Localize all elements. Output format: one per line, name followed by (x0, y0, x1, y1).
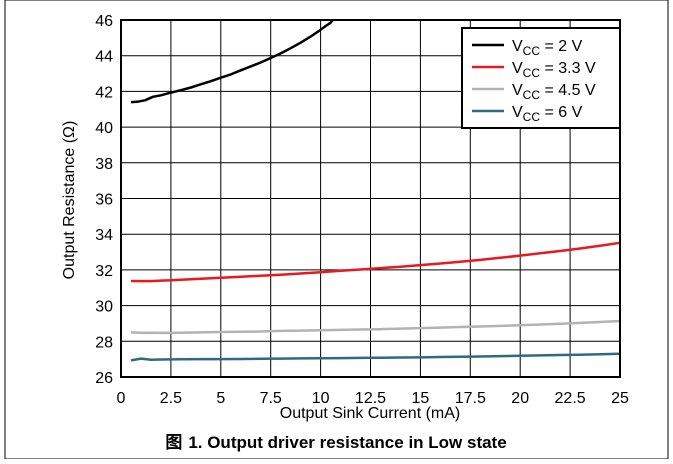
series-line-2 (130, 241, 621, 283)
legend-label-rest: = 6 V (540, 104, 583, 121)
x-tick-label: 12.5 (355, 390, 386, 407)
legend-label-subscript: CC (523, 66, 541, 80)
y-tick-label: 36 (95, 192, 113, 209)
legend-label-subscript: CC (523, 88, 541, 102)
x-tick-label: 0 (117, 390, 126, 407)
figure-caption: 图 1. Output driver resistance in Low stat… (165, 433, 506, 452)
legend-label-subscript: CC (523, 110, 541, 124)
legend-label-3: VCC = 4.5 V (512, 82, 596, 102)
x-ticks: 0 2.5 5 7.5 10 12.5 15 17.5 20 22.5 25 (117, 390, 629, 407)
x-tick-label: 2.5 (160, 390, 182, 407)
legend-label-rest: = 2 V (540, 38, 583, 55)
legend-label-main: V (512, 104, 523, 121)
caption-text: 1. Output driver resistance in Low state (188, 433, 506, 452)
legend-label-main: V (512, 60, 523, 77)
legend-label-2: VCC = 3.3 V (512, 60, 596, 80)
x-tick-label: 22.5 (555, 390, 586, 407)
x-tick-label: 10 (312, 390, 330, 407)
series-line-4 (130, 352, 621, 362)
x-axis-label: Output Sink Current (mA) (280, 405, 461, 422)
y-tick-label: 32 (95, 263, 113, 280)
series-group (130, 19, 621, 362)
legend-label-1: VCC = 2 V (512, 38, 583, 58)
legend-label-4: VCC = 6 V (512, 104, 583, 124)
y-ticks: 26 28 30 32 34 36 38 40 42 44 46 (95, 13, 113, 387)
x-tick-label: 17.5 (455, 390, 486, 407)
y-tick-label: 38 (95, 156, 113, 173)
y-tick-label: 46 (95, 13, 113, 30)
x-tick-label: 20 (511, 390, 529, 407)
y-tick-label: 26 (95, 370, 113, 387)
y-axis-label: Output Resistance (Ω) (61, 121, 78, 280)
x-tick-label: 5 (216, 390, 225, 407)
y-tick-label: 28 (95, 334, 113, 351)
y-tick-label: 40 (95, 120, 113, 137)
y-tick-label: 30 (95, 299, 113, 316)
legend-label-subscript: CC (523, 44, 541, 58)
legend-label-main: V (512, 38, 523, 55)
x-tick-label: 15 (412, 390, 430, 407)
y-tick-label: 42 (95, 84, 113, 101)
series-line-3 (130, 319, 621, 335)
y-tick-label: 34 (95, 227, 113, 244)
legend-label-rest: = 4.5 V (540, 82, 596, 99)
x-tick-label: 25 (611, 390, 629, 407)
x-tick-label: 7.5 (260, 390, 282, 407)
legend-label-rest: = 3.3 V (540, 60, 596, 77)
series-line-1 (130, 19, 334, 104)
plot-frame (120, 19, 621, 378)
caption-prefix: 图 (165, 433, 182, 452)
legend-label-main: V (512, 82, 523, 99)
y-tick-label: 44 (95, 49, 113, 66)
